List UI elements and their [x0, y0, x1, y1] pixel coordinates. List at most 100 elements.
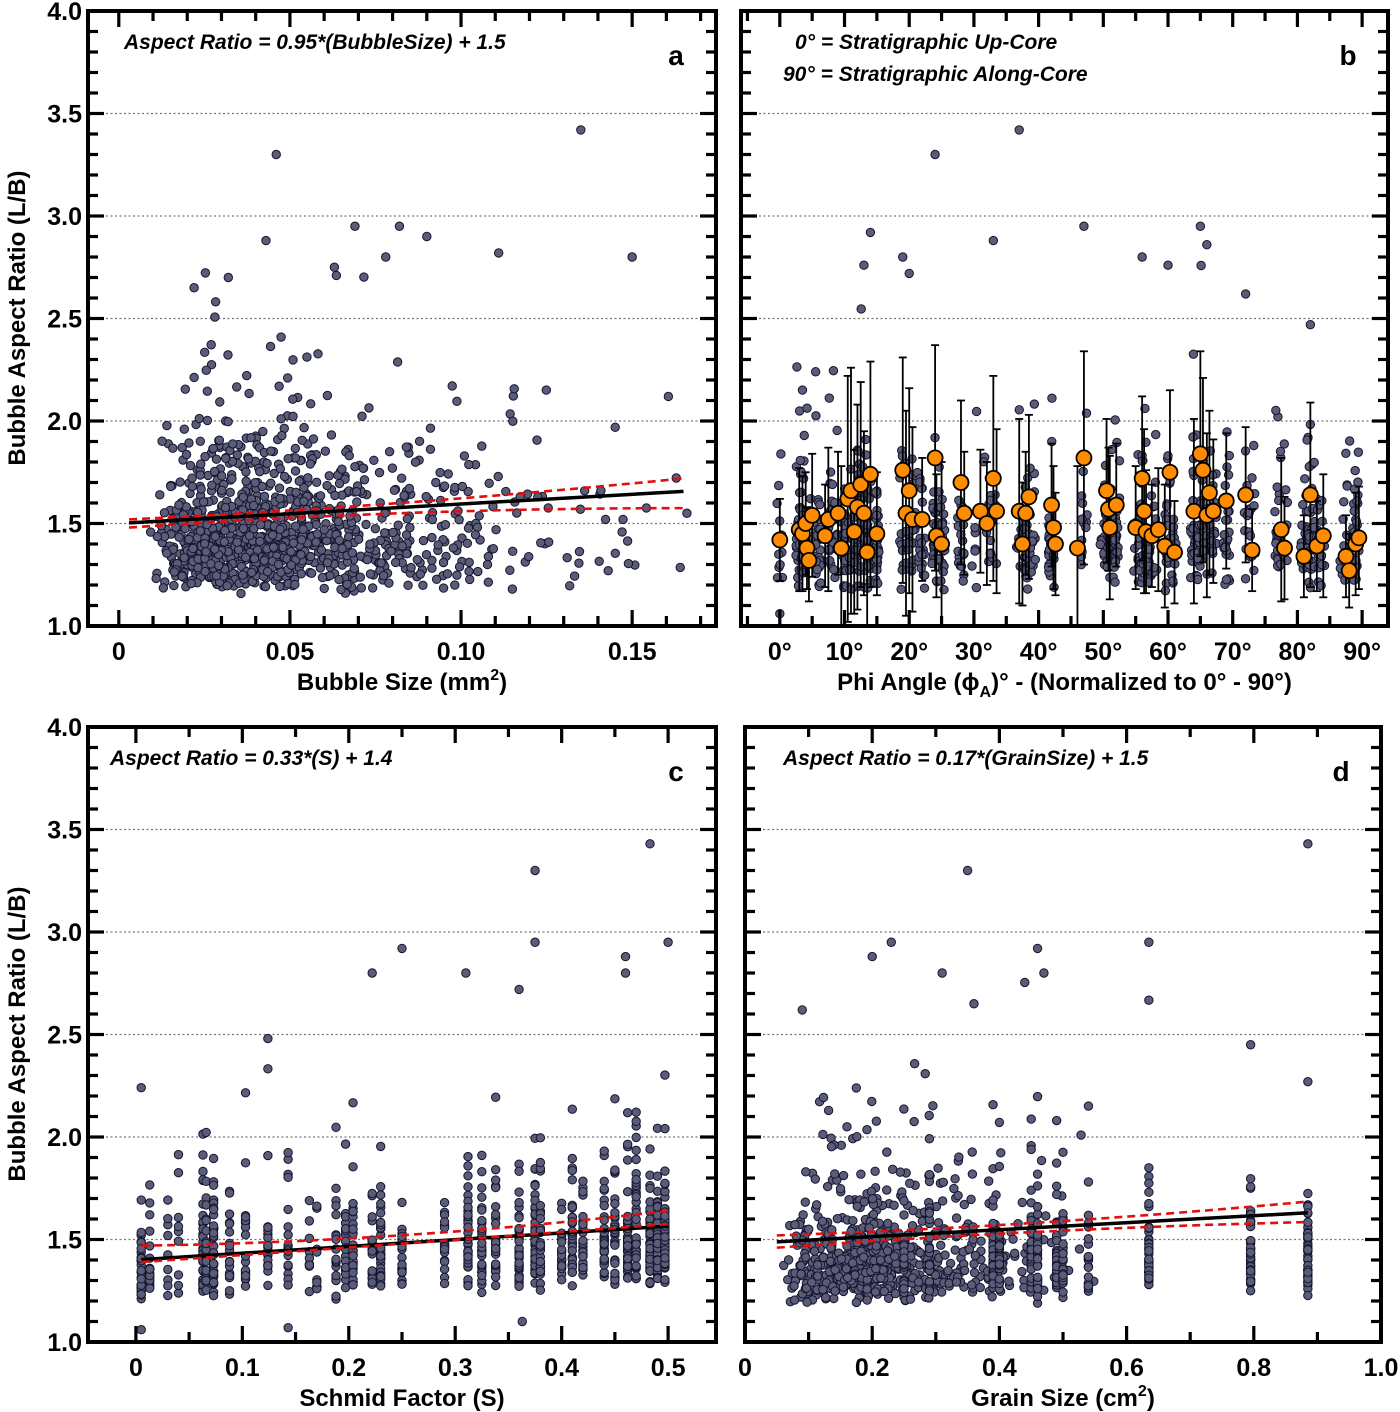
data-point [514, 1236, 524, 1247]
data-point [227, 474, 237, 484]
data-point [247, 567, 257, 578]
data-point [374, 467, 385, 478]
data-point [283, 1260, 293, 1270]
data-point [224, 1240, 235, 1251]
data-point [488, 544, 499, 554]
data-point [296, 549, 306, 560]
data-point [163, 1264, 173, 1275]
data-point [958, 576, 968, 586]
data-point [414, 436, 425, 447]
data-point [315, 491, 326, 501]
data-point [871, 1264, 881, 1274]
data-point [351, 486, 362, 497]
data-point [1219, 529, 1229, 540]
data-point [242, 370, 252, 381]
data-point [828, 365, 839, 376]
data-point [660, 1232, 670, 1242]
data-point [1032, 1091, 1043, 1102]
mean-point [1017, 504, 1035, 522]
data-point [622, 1155, 633, 1165]
data-point [439, 1264, 450, 1274]
data-point [464, 566, 474, 577]
data-point [211, 454, 222, 464]
data-point [359, 272, 369, 282]
data-point [631, 1191, 641, 1202]
data-point [1026, 1185, 1036, 1195]
data-point [361, 519, 371, 530]
x-axis-title: Phi Angle (ϕA)° - (Normalized to 0° - 90… [837, 669, 1292, 701]
data-point [319, 525, 329, 535]
y-tick-label: 3.5 [47, 817, 82, 845]
x-tick-label: 70° [1214, 638, 1252, 666]
data-point [1144, 1187, 1154, 1197]
data-point [924, 1286, 935, 1296]
data-point [567, 1175, 578, 1185]
mean-point [1191, 445, 1209, 463]
data-point [474, 511, 484, 521]
data-point [163, 1195, 173, 1205]
data-point [1279, 439, 1289, 449]
data-point [622, 1139, 633, 1150]
data-point [463, 486, 473, 497]
data-point [349, 563, 360, 574]
data-point [347, 548, 358, 558]
data-point [567, 1165, 578, 1176]
data-point [1083, 1177, 1094, 1187]
data-point [401, 442, 412, 452]
data-point [410, 457, 421, 467]
data-point [299, 422, 309, 433]
data-point [213, 560, 224, 571]
data-point [261, 235, 271, 246]
x-axis-title-superscript: 2 [490, 667, 499, 684]
mean-point [1166, 543, 1183, 561]
data-point [1008, 1234, 1018, 1244]
data-point [337, 543, 347, 554]
data-point [882, 1147, 892, 1157]
data-point [610, 548, 620, 558]
data-point [463, 1281, 473, 1291]
x-tick-label: 0.4 [982, 1354, 1017, 1382]
data-point [267, 530, 278, 540]
data-point [899, 1196, 909, 1206]
data-point [302, 352, 312, 362]
data-point [312, 1277, 322, 1288]
data-point [631, 1253, 641, 1263]
data-point [950, 1174, 960, 1184]
data-point [330, 490, 340, 501]
mean-point [852, 476, 870, 493]
mean-point [800, 552, 818, 569]
data-point [311, 477, 322, 488]
data-point [904, 268, 914, 279]
panel-letter: b [1339, 40, 1356, 71]
x-axis-title: Schmid Factor (S) [299, 1385, 504, 1412]
data-point [463, 1182, 473, 1192]
data-point [418, 535, 429, 546]
data-point [459, 451, 470, 461]
data-point [376, 1190, 386, 1200]
data-point [514, 984, 524, 995]
data-point [457, 481, 468, 492]
data-point [367, 1246, 377, 1256]
data-point [208, 1259, 219, 1269]
data-point [220, 525, 230, 536]
data-point [174, 532, 184, 542]
data-point [406, 562, 416, 573]
data-point [851, 1083, 861, 1093]
data-point [249, 524, 259, 534]
data-point [198, 497, 209, 507]
data-point [477, 1183, 487, 1193]
data-point [610, 422, 620, 432]
data-point [166, 481, 176, 492]
data-point [801, 1167, 811, 1177]
data-point [422, 231, 432, 242]
data-point [976, 1236, 986, 1246]
data-point [271, 149, 281, 160]
data-point [800, 1197, 811, 1207]
data-point [1245, 1276, 1256, 1287]
data-point [1079, 221, 1089, 231]
data-point [283, 1172, 293, 1183]
data-point [384, 446, 395, 457]
data-point [195, 470, 205, 480]
data-point [173, 1167, 184, 1178]
data-point [1202, 240, 1212, 250]
